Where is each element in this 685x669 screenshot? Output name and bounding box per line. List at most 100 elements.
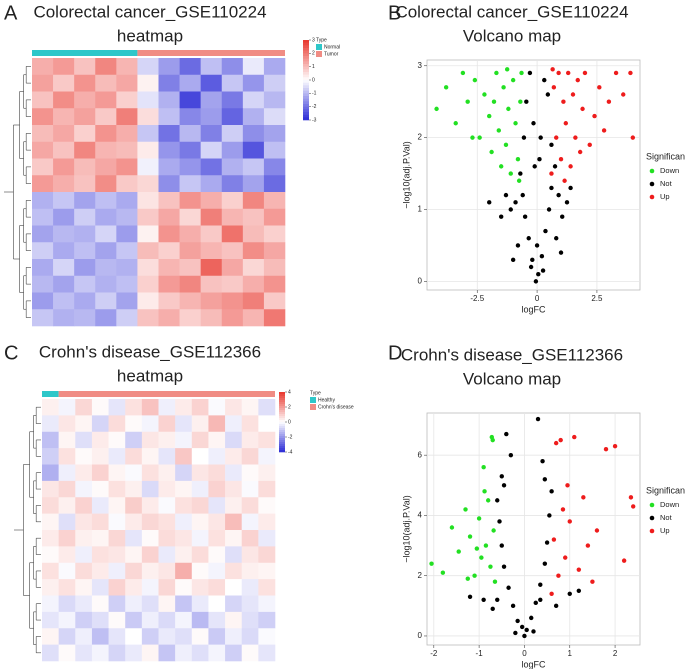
- heatmap-cell: [137, 192, 159, 210]
- legend-swatch: [316, 51, 322, 57]
- heatmap-cell: [158, 91, 180, 109]
- heatmap-cell: [225, 595, 243, 613]
- heatmap-cell: [263, 158, 286, 176]
- point: [567, 591, 572, 596]
- colorbar-step: [279, 396, 285, 399]
- heatmap-cell: [221, 309, 244, 327]
- legend-marker: [649, 194, 655, 200]
- heatmap-cell: [53, 192, 75, 210]
- x-tick-label: -2: [430, 649, 438, 658]
- heatmap-cell: [91, 399, 109, 416]
- point: [566, 70, 571, 76]
- point: [501, 483, 507, 488]
- colorbar-step: [279, 436, 285, 439]
- heatmap-cell: [74, 208, 96, 226]
- heatmap-cell: [191, 480, 209, 498]
- point: [515, 243, 521, 248]
- heatmap-cell: [75, 513, 93, 531]
- heatmap-cell: [225, 611, 243, 629]
- heatmap-cell: [141, 546, 159, 564]
- heatmap-cell: [191, 415, 209, 433]
- colorbar-label: 4: [288, 389, 291, 395]
- heatmap-cell: [141, 399, 159, 416]
- heatmap-cell: [108, 513, 126, 531]
- point: [521, 135, 527, 140]
- heatmap-cell: [95, 141, 117, 159]
- heatmap-cell: [225, 431, 243, 449]
- heatmap-cell: [221, 259, 244, 277]
- heatmap-cell: [242, 192, 265, 210]
- heatmap-cell: [74, 292, 96, 310]
- heatmap-cell: [108, 562, 126, 580]
- legend-marker: [649, 502, 655, 508]
- heatmap-cell: [175, 644, 193, 662]
- panel-label: C: [4, 342, 18, 364]
- heatmap-cell: [75, 431, 93, 449]
- heatmap-cell: [42, 399, 59, 416]
- heatmap-cell: [175, 497, 193, 514]
- heatmap-cell: [241, 595, 259, 613]
- heatmap-cell: [191, 579, 209, 596]
- heatmap-cell: [141, 562, 159, 580]
- heatmap-cell: [200, 141, 223, 159]
- heatmap-cell: [58, 513, 76, 531]
- heatmap-cell: [158, 58, 180, 76]
- y-axis-label: −log10(adj.P.Val): [401, 141, 411, 208]
- heatmap-cell: [258, 399, 276, 416]
- point: [522, 214, 528, 219]
- heatmap-cell: [179, 58, 201, 76]
- point: [556, 70, 561, 76]
- point: [549, 142, 554, 148]
- heatmap-cell: [108, 464, 126, 482]
- point: [499, 474, 504, 479]
- point: [601, 128, 607, 133]
- heatmap-cell: [200, 125, 223, 143]
- heatmap-cell: [116, 309, 138, 327]
- heatmap-cell: [241, 448, 259, 465]
- heatmap-cell: [91, 448, 109, 465]
- heatmap-cell: [241, 513, 259, 531]
- colorbar-label: -2: [288, 434, 293, 440]
- heatmap-cell: [58, 431, 76, 449]
- heatmap-cell: [200, 275, 223, 293]
- heatmap-cell: [241, 530, 259, 547]
- heatmap-cell: [179, 74, 201, 92]
- heatmap-cell: [125, 579, 143, 596]
- heatmap-cell: [158, 415, 176, 433]
- point: [576, 567, 582, 572]
- heatmap-cell: [91, 562, 109, 580]
- heatmap-cell: [221, 74, 244, 92]
- heatmap-cell: [141, 513, 159, 531]
- heatmap-cell: [116, 208, 138, 226]
- heatmap-cell: [74, 58, 96, 76]
- heatmap-cell: [141, 480, 159, 498]
- heatmap-cell: [32, 259, 54, 277]
- heatmap-cell: [95, 175, 117, 193]
- heatmap-cell: [200, 108, 223, 126]
- heatmap-cell: [175, 595, 193, 613]
- heatmap-cell: [42, 497, 59, 514]
- y-tick-label: 2: [418, 571, 423, 580]
- heatmap-cell: [158, 399, 176, 416]
- heatmap-cell: [141, 579, 159, 596]
- heatmap-cell: [158, 242, 180, 260]
- colorbar-step: [279, 420, 285, 423]
- heatmap-cell: [137, 158, 159, 176]
- point: [547, 513, 552, 518]
- point: [526, 236, 531, 241]
- point: [536, 271, 541, 277]
- heatmap-cell: [179, 141, 201, 159]
- heatmap-cell: [91, 497, 109, 514]
- heatmap-cell: [58, 562, 76, 580]
- heatmap-cell: [137, 108, 159, 126]
- heatmap-cell: [179, 125, 201, 143]
- point: [510, 77, 516, 83]
- y-axis-label: −log10(adj.P.Val): [401, 495, 411, 562]
- heatmap-cell: [91, 644, 109, 662]
- heatmap-cell: [32, 292, 54, 310]
- heatmap-cell: [225, 644, 243, 662]
- heatmap-cell: [42, 595, 59, 613]
- heatmap-cell: [32, 192, 54, 210]
- heatmap-cell: [125, 513, 143, 531]
- heatmap-cell: [242, 225, 265, 243]
